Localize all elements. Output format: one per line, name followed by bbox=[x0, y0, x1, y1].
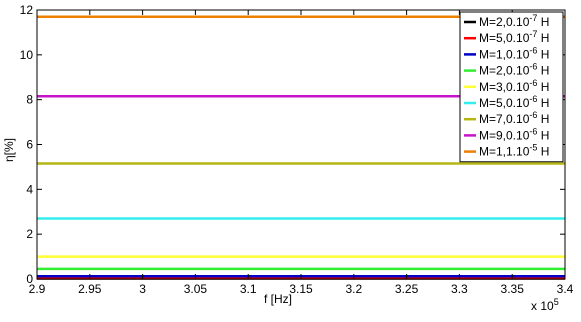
x-tick-label: 3 bbox=[139, 282, 146, 296]
legend-label-base: M=5,0.10 bbox=[479, 96, 530, 110]
legend-label-base: M=1,1.10 bbox=[479, 145, 530, 159]
legend-label-unit: H bbox=[537, 145, 549, 159]
legend-label-unit: H bbox=[537, 80, 549, 94]
legend-label-base: M=5,0.10 bbox=[479, 31, 530, 45]
legend-label-exponent: -6 bbox=[529, 45, 537, 55]
legend-box bbox=[459, 11, 564, 163]
legend-label-6: M=5,0.10-6 H bbox=[479, 94, 549, 110]
y-tick-label: 12 bbox=[20, 3, 34, 17]
legend-label-unit: H bbox=[537, 128, 549, 142]
x-tick-label: 3.3 bbox=[451, 282, 468, 296]
legend-label-exponent: -7 bbox=[529, 29, 537, 39]
legend-label-exponent: -6 bbox=[529, 62, 537, 72]
legend-label-base: M=7,0.10 bbox=[479, 112, 530, 126]
legend-label-unit: H bbox=[537, 96, 549, 110]
x-axis-multiplier: x 105 bbox=[531, 297, 559, 313]
legend-label-unit: H bbox=[537, 15, 549, 29]
x-multiplier-base: x 10 bbox=[531, 299, 554, 313]
x-tick-label: 2.95 bbox=[78, 282, 102, 296]
x-tick-label: 3.4 bbox=[557, 282, 574, 296]
y-axis-label: η[%] bbox=[2, 138, 16, 162]
legend-label-exponent: -5 bbox=[529, 143, 537, 153]
x-tick-label: 3.35 bbox=[501, 282, 525, 296]
legend-label-exponent: -7 bbox=[529, 13, 537, 23]
legend-label-unit: H bbox=[537, 47, 549, 61]
y-tick-label: 2 bbox=[26, 227, 33, 241]
legend-label-2: M=5,0.10-7 H bbox=[479, 29, 549, 45]
x-tick-label: 2.9 bbox=[29, 282, 46, 296]
legend-label-exponent: -6 bbox=[529, 110, 537, 120]
legend-label-8: M=9,0.10-6 H bbox=[479, 126, 549, 142]
x-tick-label: 3.2 bbox=[345, 282, 362, 296]
legend-label-unit: H bbox=[537, 112, 549, 126]
y-tick-label: 8 bbox=[26, 93, 33, 107]
x-axis-label: f [Hz] bbox=[264, 292, 292, 306]
legend-label-4: M=2,0.10-6 H bbox=[479, 62, 549, 78]
legend-label-exponent: -6 bbox=[529, 78, 537, 88]
x-tick-label: 3.1 bbox=[240, 282, 257, 296]
y-tick-label: 0 bbox=[26, 272, 33, 286]
x-multiplier-exponent: 5 bbox=[554, 297, 559, 307]
legend-label-exponent: -6 bbox=[529, 126, 537, 136]
legend-label-base: M=3,0.10 bbox=[479, 80, 530, 94]
x-axis: 2.9 2.95 3 3.05 3.1 3.15 3.2 3.25 3.3 3.35 3.4 bbox=[29, 10, 574, 296]
y-tick-label: 10 bbox=[20, 48, 34, 62]
y-axis: 0 2 4 6 8 10 12 bbox=[20, 3, 565, 286]
legend-label-unit: H bbox=[537, 31, 549, 45]
legend-label-3: M=1,0.10-6 H bbox=[479, 45, 549, 61]
legend-label-7: M=7,0.10-6 H bbox=[479, 110, 549, 126]
x-tick-label: 3.25 bbox=[395, 282, 419, 296]
legend-label-5: M=3,0.10-6 H bbox=[479, 78, 549, 94]
y-tick-label: 4 bbox=[26, 182, 33, 196]
x-tick-label: 3.15 bbox=[289, 282, 313, 296]
legend-label-exponent: -6 bbox=[529, 94, 537, 104]
legend-label-base: M=1,0.10 bbox=[479, 47, 530, 61]
legend-label-base: M=9,0.10 bbox=[479, 128, 530, 142]
legend-label-9: M=1,1.10-5 H bbox=[479, 143, 549, 159]
x-tick-label: 3.05 bbox=[184, 282, 208, 296]
legend-label-1: M=2,0.10-7 H bbox=[479, 13, 549, 29]
legend-label-unit: H bbox=[537, 64, 549, 78]
legend-label-base: M=2,0.10 bbox=[479, 15, 530, 29]
y-tick-label: 6 bbox=[26, 138, 33, 152]
legend: M=2,0.10-7 HM=5,0.10-7 HM=1,0.10-6 HM=2,… bbox=[459, 11, 564, 163]
legend-label-base: M=2,0.10 bbox=[479, 64, 530, 78]
